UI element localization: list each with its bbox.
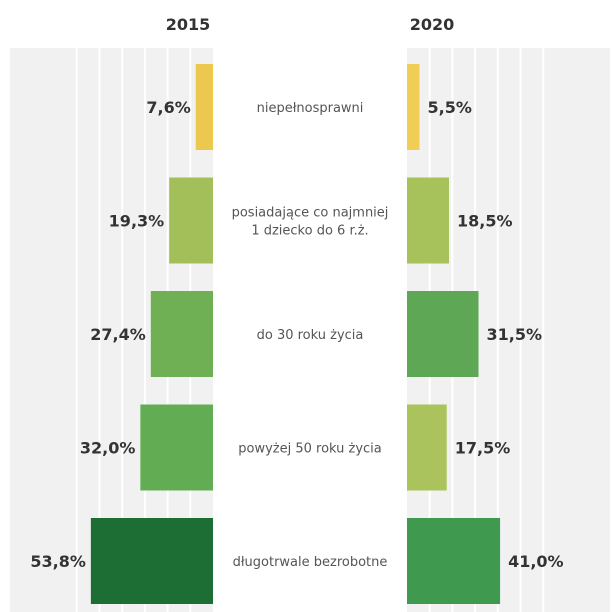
category-label-4: długotrwale bezrobotne	[233, 555, 388, 570]
left-series-header: 2015	[166, 15, 211, 34]
bar-2020-2	[407, 291, 479, 377]
bar-2015-2	[150, 291, 213, 377]
bar-2015-3	[140, 404, 213, 491]
bar-2020-4	[407, 518, 501, 604]
right-series-header: 2020	[410, 15, 455, 34]
value-label-2020-2: 31,5%	[487, 325, 543, 344]
value-label-2020-0: 5,5%	[427, 98, 471, 117]
value-label-2015-2: 27,4%	[90, 325, 146, 344]
bars	[90, 64, 501, 604]
value-label-2015-4: 53,8%	[30, 552, 86, 571]
value-label-2015-0: 7,6%	[146, 98, 190, 117]
value-label-2015-3: 32,0%	[80, 439, 136, 458]
category-label-1: posiadające co najmniej 1 dziecko do 6 r.…	[232, 206, 389, 239]
bar-2020-0	[407, 64, 420, 150]
category-label-0: niepełnosprawni	[257, 101, 364, 116]
value-label-2020-1: 18,5%	[457, 212, 513, 231]
data-labels: 7,6% 5,5% 19,3% 18,5% 27,4% 31,5% 32,0% 17,5% 53…	[30, 98, 563, 571]
value-label-2015-1: 19,3%	[109, 212, 165, 231]
bar-2015-0	[195, 64, 213, 150]
category-label-3: powyżej 50 roku życia	[238, 442, 382, 457]
category-label-2: do 30 roku życia	[257, 328, 364, 343]
series-headers: 2015 2020	[166, 15, 455, 34]
bar-2015-1	[169, 177, 213, 264]
category-labels: niepełnosprawni posiadające co najmniej 1 …	[232, 101, 389, 570]
bar-2020-3	[407, 404, 447, 491]
value-label-2020-4: 41,0%	[508, 552, 564, 571]
bar-2015-4	[90, 518, 213, 604]
value-label-2020-3: 17,5%	[455, 439, 511, 458]
bar-2020-1	[407, 177, 449, 264]
